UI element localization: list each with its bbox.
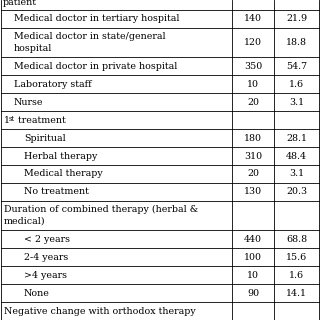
- Text: 14.1: 14.1: [286, 289, 307, 298]
- Text: Medical therapy: Medical therapy: [24, 170, 103, 179]
- Text: >4 years: >4 years: [24, 271, 67, 280]
- Text: 28.1: 28.1: [286, 134, 307, 143]
- Text: 10: 10: [247, 80, 259, 89]
- Text: None: None: [24, 289, 50, 298]
- Text: 1: 1: [4, 116, 10, 125]
- Text: 20.3: 20.3: [286, 188, 307, 196]
- Text: < 2 years: < 2 years: [24, 235, 70, 244]
- Text: 68.8: 68.8: [286, 235, 307, 244]
- Text: 10: 10: [247, 271, 259, 280]
- Text: 440: 440: [244, 235, 262, 244]
- Text: Medical doctor in state/general: Medical doctor in state/general: [14, 32, 166, 41]
- Text: Negative change with orthodox therapy: Negative change with orthodox therapy: [4, 307, 196, 316]
- Text: 3.1: 3.1: [289, 98, 304, 107]
- Text: Herbal therapy: Herbal therapy: [24, 152, 97, 161]
- Text: 18.8: 18.8: [286, 38, 307, 47]
- Text: 15.6: 15.6: [286, 253, 307, 262]
- Text: 48.4: 48.4: [286, 152, 307, 161]
- Text: hospital: hospital: [14, 44, 52, 53]
- Text: 3.1: 3.1: [289, 170, 304, 179]
- Text: 140: 140: [244, 14, 262, 23]
- Text: 21.9: 21.9: [286, 14, 307, 23]
- Text: 20: 20: [247, 98, 259, 107]
- Text: 90: 90: [247, 289, 259, 298]
- Text: 130: 130: [244, 188, 262, 196]
- Text: medical): medical): [4, 217, 46, 226]
- Text: 310: 310: [244, 152, 262, 161]
- Text: 1.6: 1.6: [289, 80, 304, 89]
- Text: 2-4 years: 2-4 years: [24, 253, 68, 262]
- Text: st: st: [9, 115, 15, 123]
- Text: 20: 20: [247, 170, 259, 179]
- Text: 100: 100: [244, 253, 262, 262]
- Text: Medical doctor in tertiary hospital: Medical doctor in tertiary hospital: [14, 14, 180, 23]
- Text: Spiritual: Spiritual: [24, 134, 66, 143]
- Text: 1.6: 1.6: [289, 271, 304, 280]
- Text: Duration of combined therapy (herbal &: Duration of combined therapy (herbal &: [4, 205, 198, 214]
- Text: 54.7: 54.7: [286, 62, 307, 71]
- Text: 180: 180: [244, 134, 262, 143]
- Text: patient: patient: [3, 0, 37, 7]
- Text: Medical doctor in private hospital: Medical doctor in private hospital: [14, 62, 177, 71]
- Text: Laboratory staff: Laboratory staff: [14, 80, 92, 89]
- Text: 350: 350: [244, 62, 262, 71]
- Text: Nurse: Nurse: [14, 98, 44, 107]
- Text: No treatment: No treatment: [24, 188, 89, 196]
- Text: 120: 120: [244, 38, 262, 47]
- Text: treatment: treatment: [15, 116, 66, 125]
